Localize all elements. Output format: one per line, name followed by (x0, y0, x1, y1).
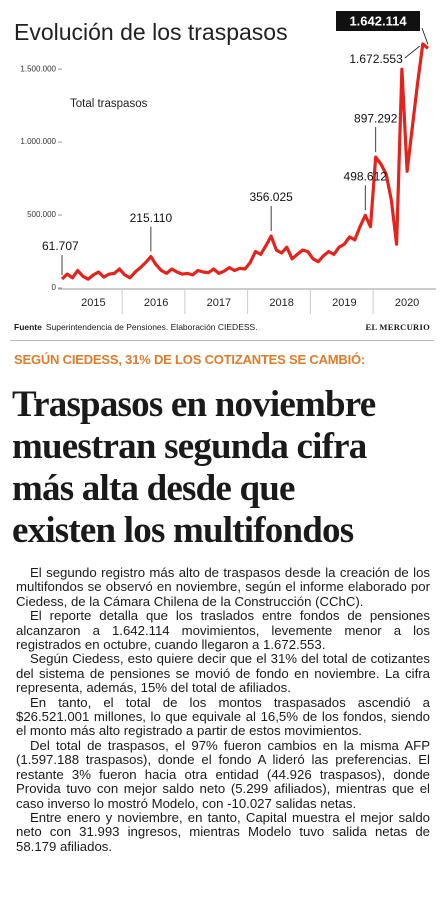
headline-line: muestran segunda cifra (12, 426, 367, 467)
y-tick-label: 500.000 (27, 210, 56, 219)
series-line (60, 42, 430, 281)
paragraph: En tanto, el total de los montos traspas… (16, 694, 430, 739)
article-body: El segundo registro más alto de traspaso… (16, 566, 430, 899)
value-label: 498.612 (344, 169, 388, 183)
value-label: 356.025 (249, 190, 293, 204)
label-arrow (404, 45, 421, 59)
y-tick-label: 1.500.000 (20, 64, 56, 73)
x-tick-label: 2020 (395, 297, 419, 309)
y-tick-label: 0 (52, 283, 57, 292)
value-label: 61.707 (42, 239, 79, 253)
headline-line: existen los multifondos (12, 510, 354, 551)
paragraph: Del total de traspasos, el 97% fueron ca… (16, 737, 430, 811)
headline: Traspasos en noviembre muestran segunda c… (12, 384, 438, 552)
headline-line: Traspasos en noviembre (12, 384, 376, 425)
divider (10, 340, 434, 341)
x-tick-label: 2018 (269, 297, 293, 309)
source: Fuente Superintendencia de Pensiones. Ela… (14, 322, 258, 332)
x-tick-label: 2017 (207, 297, 231, 309)
x-tick-label: 2015 (81, 297, 105, 309)
chart-title: Evolución de los traspasos (14, 19, 288, 45)
label-arrow (421, 27, 429, 45)
paragraph: El segundo registro más alto de traspaso… (16, 566, 430, 609)
value-label: 897.292 (354, 111, 398, 125)
paragraph: El reporte detalla que los traslados ent… (16, 608, 430, 653)
y-tick-label: 1.000.000 (20, 137, 56, 146)
source-line: Fuente Superintendencia de Pensiones. Ela… (14, 322, 430, 332)
headline-line: más alta desde que (12, 468, 295, 509)
publisher: EL MERCURIO (365, 322, 430, 332)
chart: Evolución de los traspasos Total traspas… (14, 11, 436, 314)
source-text: Superintendencia de Pensiones. Elaboraci… (45, 322, 258, 332)
paragraph: Entre enero y noviembre, en tanto, Capit… (16, 809, 430, 854)
x-tick-label: 2016 (144, 297, 168, 309)
value-label: 215.110 (130, 211, 173, 225)
source-label: Fuente (14, 322, 42, 332)
label-box (336, 11, 420, 31)
value-label: 1.642.114 (349, 13, 407, 28)
x-tick-label: 2019 (332, 297, 356, 309)
value-label: 1.672.553 (349, 52, 403, 66)
paragraph: Según Ciedess, esto quiere decir que el … (16, 651, 430, 696)
series-label: Total traspasos (70, 98, 148, 110)
kicker: SEGÚN CIEDESS, 31% DE LOS COTIZANTES SE … (14, 352, 366, 367)
